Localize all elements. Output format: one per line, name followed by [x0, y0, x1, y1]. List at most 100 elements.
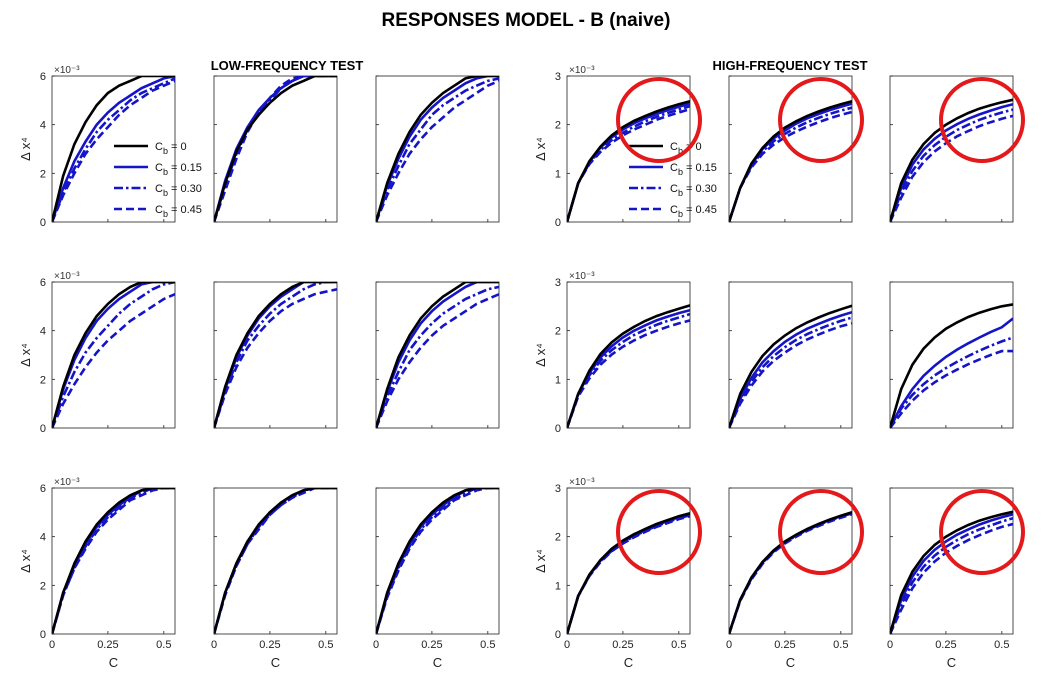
series-line-c-b-0-30	[214, 282, 337, 428]
series-line-c-b-0-45	[214, 288, 337, 428]
panel-frame	[566, 281, 691, 429]
y-tick-label: 0	[40, 423, 46, 435]
panel-frame	[375, 281, 500, 429]
x-tick-label: 0	[564, 639, 570, 651]
x-tick-label: 0	[49, 639, 55, 651]
panel-low-r2-c3	[375, 281, 500, 429]
series-line-c-b-0	[52, 76, 175, 222]
series-line-c-b-0-15	[52, 282, 175, 428]
panel-high-r2-c2	[728, 281, 853, 429]
series-line-c-b-0	[376, 282, 499, 428]
series-line-c-b-0-15	[729, 310, 852, 428]
series-line-c-b-0-30	[890, 516, 1013, 634]
x-tick-label: 0.5	[156, 639, 171, 651]
y-tick-label: 3	[555, 277, 561, 289]
panel-high-r2-c1: 0 1 2 3 ×10⁻³ Δ x⁴	[533, 271, 691, 435]
y-tick-label: 2	[40, 580, 46, 592]
series-line-c-b-0-45	[729, 322, 852, 428]
x-tick-label: 0.25	[421, 639, 442, 651]
x-axis-label: C	[624, 655, 633, 670]
series-line-c-b-0-15	[376, 282, 499, 428]
series-line-c-b-0-45	[890, 522, 1013, 634]
y-tick-label: 1	[555, 168, 561, 180]
highlight-circle	[939, 489, 1025, 575]
series-line-c-b-0-45	[376, 293, 499, 428]
y-exponent-label: ×10⁻³	[569, 477, 595, 488]
x-tick-label: 0.5	[671, 639, 686, 651]
series-line-c-b-0-45	[376, 79, 499, 222]
y-tick-label: 0	[40, 217, 46, 229]
y-axis-label: Δ x⁴	[533, 137, 548, 161]
legend-entry-label: Cb = 0.30	[155, 183, 202, 198]
y-tick-label: 4	[40, 120, 46, 132]
legend-entry-label: Cb = 0	[155, 141, 187, 156]
series-line-c-b-0	[376, 488, 499, 634]
series-line-c-b-0-30	[890, 108, 1013, 222]
x-tick-label: 0	[726, 639, 732, 651]
series-line-c-b-0	[214, 76, 337, 222]
x-tick-label: 0.25	[774, 639, 795, 651]
panel-high-r1-c2	[728, 75, 864, 223]
high-frequency-title: HIGH-FREQUENCY TEST	[712, 58, 867, 73]
panel-low-r3-c2: 0 0.25 0.5 C	[211, 487, 338, 670]
panel-low-r1-c3	[375, 75, 500, 223]
legend: Cb = 0 Cb = 0.15 Cb = 0.30 Cb = 0.45	[114, 141, 202, 219]
series-line-c-b-0-30	[52, 282, 175, 428]
series-line-c-b-0-30	[52, 77, 175, 222]
panel-high-r3-c1: 0 0.25 0.5 C 0 1 2 3 ×10⁻³ Δ x⁴	[533, 477, 702, 670]
figure-title: RESPONSES MODEL - B (naive)	[382, 10, 671, 31]
panel-low-r2-c1: 0 2 4 6 ×10⁻³ Δ x⁴	[18, 271, 176, 435]
legend-entry-label: Cb = 0.15	[155, 162, 202, 177]
series-line-c-b-0	[52, 282, 175, 428]
x-tick-label: 0	[211, 639, 217, 651]
panel-frame	[213, 281, 338, 429]
y-exponent-label: ×10⁻³	[569, 65, 595, 76]
panel-low-r3-c3: 0 0.25 0.5 C	[373, 487, 500, 670]
highlight-circle	[616, 489, 702, 575]
x-tick-label: 0.5	[994, 639, 1009, 651]
y-tick-label: 1	[555, 580, 561, 592]
x-tick-label: 0.25	[612, 639, 633, 651]
x-tick-label: 0.25	[97, 639, 118, 651]
series-line-c-b-0-30	[729, 316, 852, 428]
series-line-c-b-0	[567, 304, 690, 428]
highlight-circle	[778, 77, 864, 163]
y-exponent-label: ×10⁻³	[54, 271, 80, 282]
y-tick-label: 0	[40, 629, 46, 641]
series-line-c-b-0	[376, 76, 499, 222]
series-line-c-b-0-45	[52, 293, 175, 428]
series-line-c-b-0-45	[890, 114, 1013, 222]
panel-low-r3-c1: 0 0.25 0.5 C 0 2 4 6 ×10⁻³ Δ x⁴	[18, 477, 176, 670]
y-tick-label: 6	[40, 277, 46, 289]
legend-entry-label: Cb = 0.30	[670, 183, 717, 198]
y-exponent-label: ×10⁻³	[54, 477, 80, 488]
series-line-c-b-0	[729, 100, 852, 222]
y-tick-label: 2	[40, 168, 46, 180]
series-line-c-b-0-15	[376, 76, 499, 222]
x-tick-label: 0.5	[480, 639, 495, 651]
series-line-c-b-0-30	[214, 488, 337, 634]
y-exponent-label: ×10⁻³	[54, 65, 80, 76]
y-axis-label: Δ x⁴	[18, 343, 33, 367]
x-axis-label: C	[271, 655, 280, 670]
y-tick-label: 1	[555, 374, 561, 386]
y-tick-label: 2	[40, 374, 46, 386]
highlight-circle	[616, 77, 702, 163]
highlight-circle	[939, 77, 1025, 163]
panel-frame	[213, 487, 338, 635]
y-tick-label: 4	[40, 326, 46, 338]
y-axis-label: Δ x⁴	[18, 549, 33, 573]
series-line-c-b-0-30	[376, 77, 499, 222]
x-axis-label: C	[947, 655, 956, 670]
y-tick-label: 4	[40, 532, 46, 544]
series-line-c-b-0	[214, 282, 337, 428]
y-tick-label: 2	[555, 326, 561, 338]
x-axis-label: C	[433, 655, 442, 670]
y-tick-label: 2	[555, 120, 561, 132]
series-line-c-b-0	[890, 98, 1013, 222]
x-tick-label: 0.25	[935, 639, 956, 651]
series-line-c-b-0-45	[52, 79, 175, 222]
series-line-c-b-0-15	[52, 76, 175, 222]
